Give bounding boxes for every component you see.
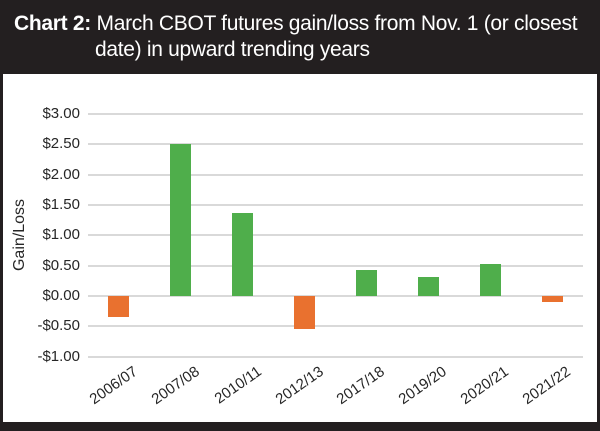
bar-2012/13: [294, 295, 316, 330]
chart-area: $3.00 $2.50 $2.00 $1.50 $1.00 $0.50 $0.00 -$0.5…: [0, 74, 600, 422]
y-tick-label: -$1.00: [37, 347, 80, 365]
bar-2019/20: [417, 277, 439, 296]
y-axis-title: Gain/Loss: [11, 198, 28, 272]
frame-border-left: [0, 74, 3, 431]
chart-title-label: Chart 2:: [14, 12, 91, 35]
y-tick-label: $0.00: [42, 286, 80, 304]
frame-border-bottom: [0, 422, 600, 431]
bar-2006/07: [108, 295, 130, 318]
bar-2020/21: [479, 264, 501, 296]
chart-title-bar: Chart 2: March CBOT futures gain/loss fr…: [0, 0, 600, 74]
y-tick-label: $3.00: [42, 105, 80, 122]
y-tick-label: $1.50: [42, 195, 80, 213]
y-tick-label: -$0.50: [37, 317, 80, 335]
gridline: [88, 234, 583, 237]
gridline: [88, 113, 583, 115]
bar-2010/11: [232, 212, 254, 296]
chart-title-line2: date) in upward trending years: [95, 38, 370, 61]
gridline: [88, 264, 583, 267]
chart-title-text1: March CBOT futures gain/loss from Nov. 1…: [96, 12, 578, 35]
y-tick-label: $2.50: [42, 135, 80, 153]
bar-2007/08: [170, 144, 192, 296]
gridline: [88, 325, 583, 328]
gridline: [88, 203, 583, 206]
y-tick-label: $1.00: [42, 226, 80, 244]
gridline: [88, 143, 583, 146]
gridline: [88, 294, 583, 297]
bar-2017/18: [355, 269, 377, 296]
bar-2021/22: [541, 295, 563, 302]
gridline: [88, 173, 583, 176]
y-tick-label: $0.50: [42, 256, 80, 274]
frame-border-right: [597, 74, 600, 431]
gridline: [88, 355, 583, 358]
chart-title-line1: Chart 2: March CBOT futures gain/loss fr…: [14, 11, 590, 37]
y-tick-label: $2.00: [42, 165, 80, 183]
